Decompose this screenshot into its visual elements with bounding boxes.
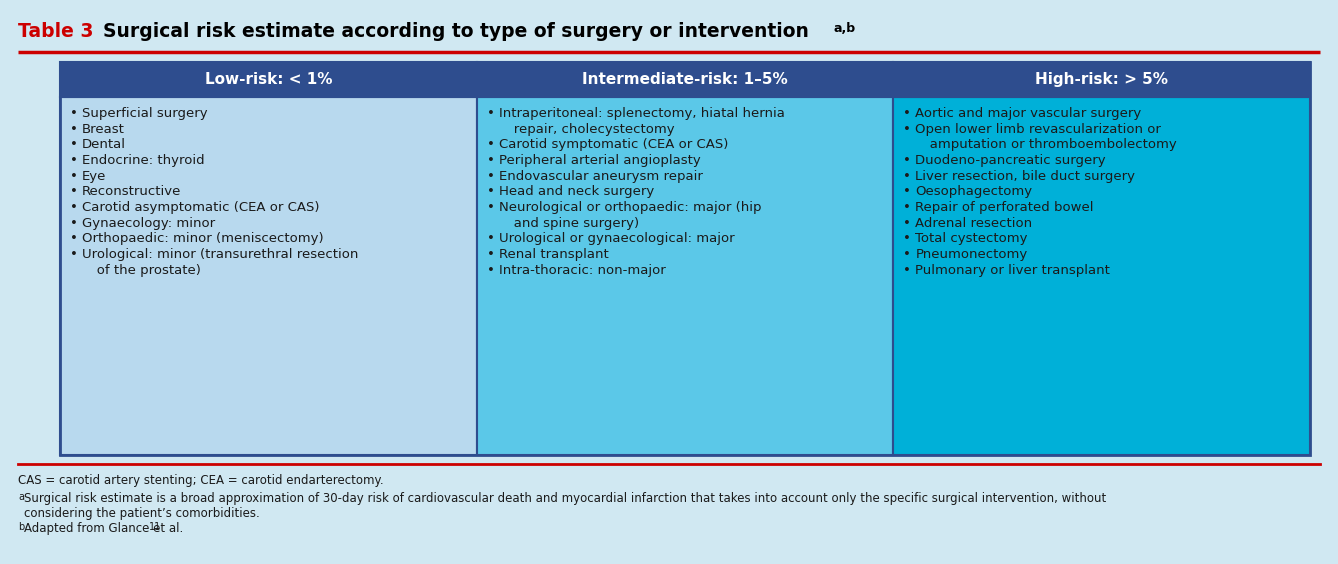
Bar (60, 97, 476, 455)
Text: Duodeno-pancreatic surgery: Duodeno-pancreatic surgery (915, 154, 1107, 167)
Text: Low-risk: < 1%: Low-risk: < 1% (205, 72, 332, 87)
Text: Pulmonary or liver transplant: Pulmonary or liver transplant (915, 264, 1111, 277)
Text: Intra-thoracic: non-major: Intra-thoracic: non-major (499, 264, 665, 277)
Text: b: b (17, 522, 24, 532)
Text: Liver resection, bile duct surgery: Liver resection, bile duct surgery (915, 170, 1136, 183)
Text: •: • (487, 201, 495, 214)
Text: Peripheral arterial angioplasty: Peripheral arterial angioplasty (499, 154, 700, 167)
Bar (894, 62, 1310, 97)
Text: •: • (903, 248, 911, 261)
Text: Total cystectomy: Total cystectomy (915, 232, 1028, 245)
Text: •: • (487, 154, 495, 167)
Text: •: • (70, 123, 78, 136)
Text: Carotid symptomatic (CEA or CAS): Carotid symptomatic (CEA or CAS) (499, 138, 728, 151)
Text: Gynaecology: minor: Gynaecology: minor (82, 217, 215, 230)
Text: Dental: Dental (82, 138, 126, 151)
Text: Surgical risk estimate according to type of surgery or intervention: Surgical risk estimate according to type… (90, 22, 809, 41)
Text: Urological: minor (transurethral resection: Urological: minor (transurethral resecti… (82, 248, 359, 261)
Text: Carotid asymptomatic (CEA or CAS): Carotid asymptomatic (CEA or CAS) (82, 201, 320, 214)
Text: High-risk: > 5%: High-risk: > 5% (1036, 72, 1168, 87)
Text: •: • (903, 232, 911, 245)
Text: •: • (903, 123, 911, 136)
Bar (60, 62, 476, 97)
Text: Intermediate-risk: 1–5%: Intermediate-risk: 1–5% (582, 72, 788, 87)
Text: Endocrine: thyroid: Endocrine: thyroid (82, 154, 205, 167)
Text: amputation or thromboembolectomy: amputation or thromboembolectomy (918, 138, 1177, 151)
Text: Endovascular aneurysm repair: Endovascular aneurysm repair (499, 170, 702, 183)
Text: Pneumonectomy: Pneumonectomy (915, 248, 1028, 261)
Text: CAS = carotid artery stenting; CEA = carotid endarterectomy.: CAS = carotid artery stenting; CEA = car… (17, 474, 384, 487)
Text: of the prostate): of the prostate) (84, 264, 201, 277)
Text: Head and neck surgery: Head and neck surgery (499, 186, 654, 199)
Text: •: • (70, 248, 78, 261)
Text: Open lower limb revascularization or: Open lower limb revascularization or (915, 123, 1161, 136)
Text: Renal transplant: Renal transplant (499, 248, 609, 261)
Text: •: • (70, 154, 78, 167)
Text: •: • (70, 170, 78, 183)
Text: •: • (70, 186, 78, 199)
Text: Eye: Eye (82, 170, 107, 183)
Text: Oesophagectomy: Oesophagectomy (915, 186, 1033, 199)
Bar (476, 62, 894, 97)
Text: •: • (487, 248, 495, 261)
Text: a: a (17, 492, 24, 502)
Text: •: • (70, 138, 78, 151)
Text: •: • (903, 264, 911, 277)
Text: 11: 11 (149, 522, 161, 532)
Bar (60, 62, 1310, 455)
Text: •: • (70, 217, 78, 230)
Text: •: • (70, 232, 78, 245)
Text: Aortic and major vascular surgery: Aortic and major vascular surgery (915, 107, 1141, 120)
Text: •: • (487, 138, 495, 151)
Text: •: • (487, 264, 495, 277)
Text: •: • (903, 201, 911, 214)
Text: •: • (903, 217, 911, 230)
Text: •: • (487, 107, 495, 120)
Bar (476, 97, 894, 455)
Text: Urological or gynaecological: major: Urological or gynaecological: major (499, 232, 735, 245)
Text: Reconstructive: Reconstructive (82, 186, 182, 199)
Text: considering the patient’s comorbidities.: considering the patient’s comorbidities. (24, 507, 260, 520)
Text: •: • (487, 186, 495, 199)
Text: •: • (70, 201, 78, 214)
Text: •: • (903, 186, 911, 199)
Bar (894, 97, 1310, 455)
Text: •: • (903, 170, 911, 183)
Text: Superficial surgery: Superficial surgery (82, 107, 207, 120)
Text: Orthopaedic: minor (meniscectomy): Orthopaedic: minor (meniscectomy) (82, 232, 324, 245)
Text: •: • (487, 232, 495, 245)
Text: Surgical risk estimate is a broad approximation of 30-day risk of cardiovascular: Surgical risk estimate is a broad approx… (24, 492, 1107, 505)
Text: Repair of perforated bowel: Repair of perforated bowel (915, 201, 1094, 214)
Text: Adrenal resection: Adrenal resection (915, 217, 1033, 230)
Text: •: • (903, 154, 911, 167)
Text: repair, cholecystectomy: repair, cholecystectomy (500, 123, 674, 136)
Text: •: • (70, 107, 78, 120)
Text: Adapted from Glance et al.: Adapted from Glance et al. (24, 522, 183, 535)
Text: Table 3: Table 3 (17, 22, 94, 41)
Text: Intraperitoneal: splenectomy, hiatal hernia: Intraperitoneal: splenectomy, hiatal her… (499, 107, 784, 120)
Text: •: • (903, 107, 911, 120)
Text: and spine surgery): and spine surgery) (500, 217, 638, 230)
Text: Neurological or orthopaedic: major (hip: Neurological or orthopaedic: major (hip (499, 201, 761, 214)
Text: a,b: a,b (834, 22, 856, 35)
Text: Breast: Breast (82, 123, 124, 136)
Text: •: • (487, 170, 495, 183)
